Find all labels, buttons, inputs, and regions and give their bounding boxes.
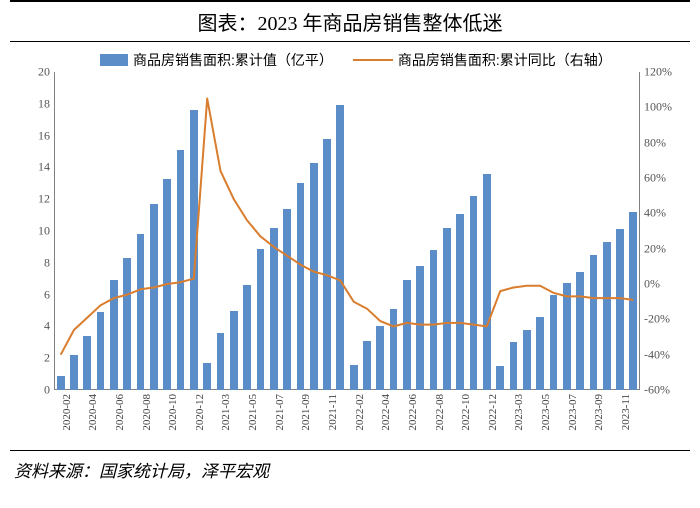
line-series bbox=[61, 99, 634, 355]
y-right-tick: 40% bbox=[644, 206, 680, 221]
x-tick-label: 2021-09 bbox=[300, 394, 312, 431]
y-left-tick: 0 bbox=[20, 383, 50, 398]
x-tick-label: 2021-05 bbox=[247, 394, 259, 431]
chart-title: 图表：2023 年商品房销售整体低迷 bbox=[10, 0, 690, 42]
y-left-tick: 16 bbox=[20, 128, 50, 143]
x-tick-label: 2023-03 bbox=[513, 394, 525, 431]
y-left-tick: 8 bbox=[20, 255, 50, 270]
x-tick-label: 2023-05 bbox=[540, 394, 552, 431]
chart-container: 商品房销售面积:累计值（亿平） 商品房销售面积:累计同比（右轴） 0 2 4 6 8 10… bbox=[20, 50, 680, 450]
y-left-tick: 12 bbox=[20, 192, 50, 207]
x-tick-label: 2020-02 bbox=[61, 394, 73, 431]
x-tick-label: 2020-06 bbox=[114, 394, 126, 431]
y-left-tick: 4 bbox=[20, 319, 50, 334]
legend-item-line: 商品房销售面积:累计同比（右轴） bbox=[353, 50, 612, 70]
x-tick-label: 2022-04 bbox=[380, 394, 392, 431]
x-tick-label: 2020-10 bbox=[167, 394, 179, 431]
legend-line-label: 商品房销售面积:累计同比（右轴） bbox=[398, 50, 612, 70]
y-left-tick: 14 bbox=[20, 160, 50, 175]
y-axis-left: 02468101214161820 bbox=[20, 72, 50, 390]
x-tick-label: 2022-06 bbox=[407, 394, 419, 431]
x-tick-label: 2023-11 bbox=[620, 394, 632, 430]
y-right-tick: -60% bbox=[644, 383, 680, 398]
x-tick-label: 2022-08 bbox=[434, 394, 446, 431]
legend-bar-label: 商品房销售面积:累计值（亿平） bbox=[133, 50, 333, 70]
y-right-tick: 60% bbox=[644, 171, 680, 186]
source-caption: 资料来源：国家统计局，泽平宏观 bbox=[10, 450, 690, 482]
x-axis: 2020-02 2020-04 2020-06 2020-08 2020-10 2020-… bbox=[54, 390, 640, 450]
x-tick-label: 2022-12 bbox=[487, 394, 499, 431]
legend-line-swatch bbox=[353, 59, 393, 61]
x-tick-label: 2022-10 bbox=[460, 394, 472, 431]
legend-item-bar: 商品房销售面积:累计值（亿平） bbox=[100, 50, 333, 70]
x-tick-label: 2021-11 bbox=[327, 394, 339, 430]
y-axis-right: -60%-40%-20%0%20%40%60%80%100%120% bbox=[644, 72, 680, 390]
line-layer bbox=[54, 72, 640, 390]
plot-area bbox=[54, 72, 640, 390]
y-left-tick: 10 bbox=[20, 224, 50, 239]
x-tick-label: 2021-03 bbox=[220, 394, 232, 431]
x-tick-label: 2020-08 bbox=[141, 394, 153, 431]
y-right-tick: 20% bbox=[644, 241, 680, 256]
x-tick-label: 2023-07 bbox=[567, 394, 579, 431]
x-tick-label: 2023-09 bbox=[593, 394, 605, 431]
y-right-tick: 0% bbox=[644, 277, 680, 292]
x-tick-label: 2021-07 bbox=[274, 394, 286, 431]
legend-bar-swatch bbox=[100, 54, 128, 66]
y-right-tick: -20% bbox=[644, 312, 680, 327]
y-left-tick: 20 bbox=[20, 65, 50, 80]
x-tick-label: 2020-12 bbox=[194, 394, 206, 431]
x-tick-label: 2020-04 bbox=[87, 394, 99, 431]
legend: 商品房销售面积:累计值（亿平） 商品房销售面积:累计同比（右轴） bbox=[100, 50, 680, 70]
y-left-tick: 2 bbox=[20, 351, 50, 366]
y-right-tick: 80% bbox=[644, 135, 680, 150]
x-tick-label: 2022-02 bbox=[354, 394, 366, 431]
y-left-tick: 18 bbox=[20, 96, 50, 111]
y-right-tick: 120% bbox=[644, 65, 680, 80]
y-right-tick: -40% bbox=[644, 347, 680, 362]
y-right-tick: 100% bbox=[644, 100, 680, 115]
y-left-tick: 6 bbox=[20, 287, 50, 302]
